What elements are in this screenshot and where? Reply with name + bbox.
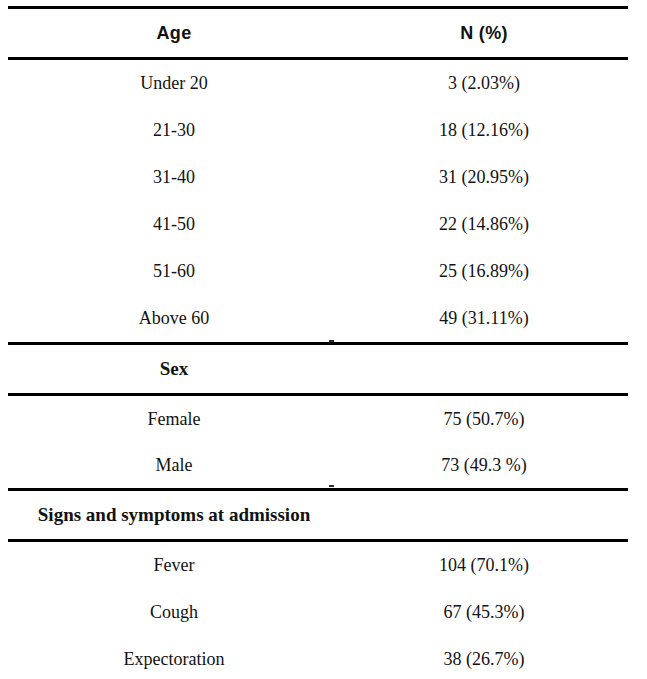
paper-table: Age N (%) Under 20 3 (2.03%) 21-30 18 (1… (0, 0, 647, 679)
section-title: Sex (8, 358, 340, 380)
row-value: 25 (16.89%) (340, 261, 628, 282)
row-value: 3 (2.03%) (340, 73, 628, 94)
row-value: 67 (45.3%) (340, 602, 628, 623)
row-label: Cough (8, 602, 340, 623)
table-row-fever: Fever 104 (70.1%) (0, 542, 647, 589)
row-value: 75 (50.7%) (340, 409, 628, 430)
column-header-n-pct: N (%) (340, 23, 628, 44)
row-label: Above 60 (8, 308, 340, 329)
table-row-above-60: Above 60 49 (31.11%) (0, 295, 647, 342)
column-header-age: Age (8, 23, 340, 44)
table-row-31-40: 31-40 31 (20.95%) (0, 154, 647, 201)
section-title: Signs and symptoms at admission (8, 504, 340, 526)
scan-artifact-mark (329, 340, 334, 342)
row-value: 38 (26.7%) (340, 649, 628, 670)
row-value: 49 (31.11%) (340, 308, 628, 329)
row-value: 73 (49.3 %) (340, 455, 628, 476)
section-header-row-sex: Sex (0, 345, 647, 393)
table-row-51-60: 51-60 25 (16.89%) (0, 248, 647, 295)
table-row-21-30: 21-30 18 (12.16%) (0, 107, 647, 154)
row-value: 104 (70.1%) (340, 555, 628, 576)
row-value: 22 (14.86%) (340, 214, 628, 235)
row-label: Female (8, 409, 340, 430)
scan-artifact-mark (329, 485, 334, 487)
row-label: Expectoration (8, 649, 340, 670)
row-label: Male (8, 455, 340, 476)
table-row-female: Female 75 (50.7%) (0, 396, 647, 442)
row-label: Under 20 (8, 73, 340, 94)
section-header-row-signs: Signs and symptoms at admission (0, 491, 647, 539)
table-row-under-20: Under 20 3 (2.03%) (0, 60, 647, 107)
table-row-expectoration: Expectoration 38 (26.7%) (0, 636, 647, 679)
row-label: Fever (8, 555, 340, 576)
table-header-row: Age N (%) (0, 9, 647, 57)
row-label: 51-60 (8, 261, 340, 282)
table-row-cough: Cough 67 (45.3%) (0, 589, 647, 636)
row-value: 18 (12.16%) (340, 120, 628, 141)
row-value: 31 (20.95%) (340, 167, 628, 188)
row-label: 31-40 (8, 167, 340, 188)
table-row-male: Male 73 (49.3 %) (0, 442, 647, 488)
row-label: 21-30 (8, 120, 340, 141)
row-label: 41-50 (8, 214, 340, 235)
table-row-41-50: 41-50 22 (14.86%) (0, 201, 647, 248)
